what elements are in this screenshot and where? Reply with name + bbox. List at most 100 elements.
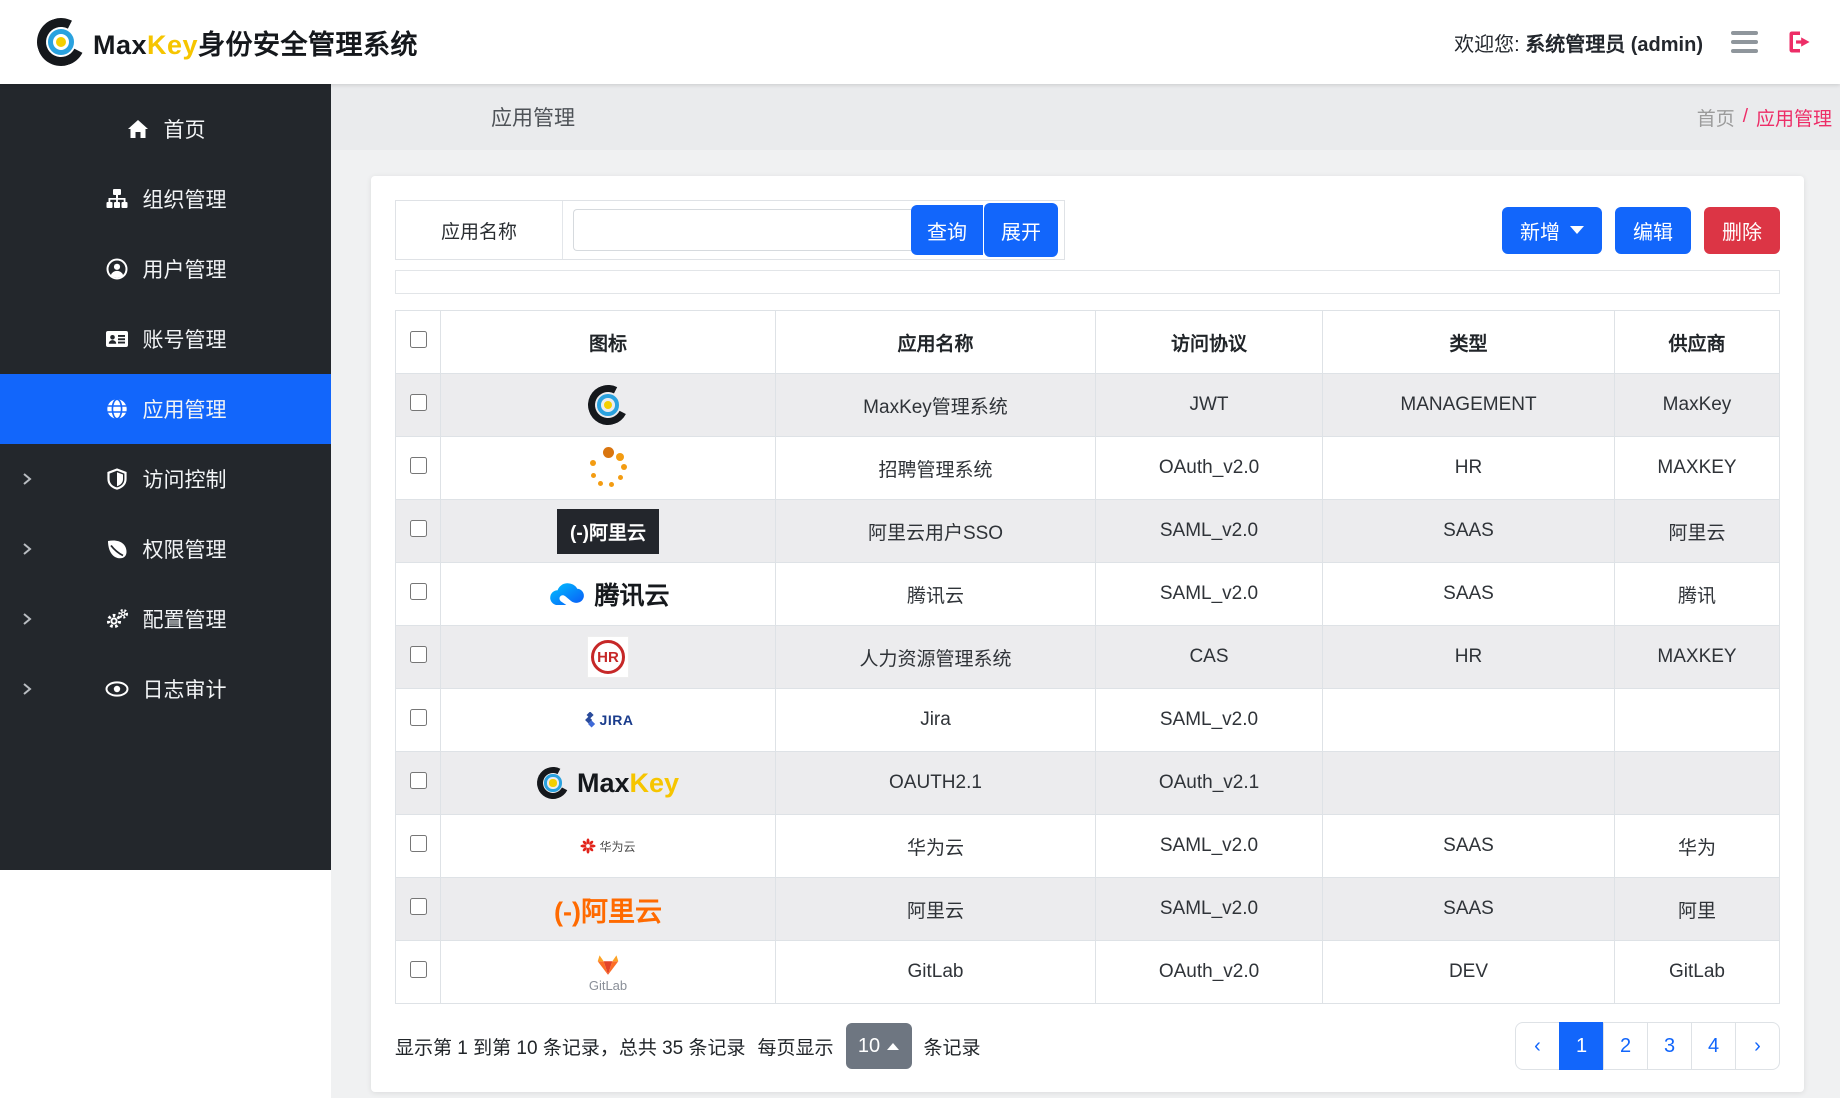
app-vendor: 腾讯: [1614, 562, 1780, 626]
gitlab-logo-text: GitLab: [588, 977, 628, 993]
app-protocol: SAML_v2.0: [1095, 877, 1323, 941]
home-icon: [126, 118, 150, 140]
col-header-icon: 图标: [440, 310, 776, 374]
app-name: 腾讯云: [775, 562, 1096, 626]
table-footer: 显示第 1 到第 10 条记录，总共 35 条记录 每页显示 10 条记录 ‹ …: [395, 1022, 1780, 1070]
select-all-checkbox[interactable]: [409, 330, 427, 348]
app-type: [1322, 688, 1615, 752]
gitlab-logo: GitLab: [589, 952, 627, 993]
table-row[interactable]: 华为云 华为云 SAML_v2.0 SAAS 华为: [395, 814, 1780, 878]
app-name-input[interactable]: [573, 209, 911, 251]
table-row[interactable]: 招聘管理系统 OAuth_v2.0 HR MAXKEY: [395, 436, 1780, 500]
jira-icon: [583, 712, 597, 728]
app-protocol: CAS: [1095, 625, 1323, 689]
sidebar-item-apps[interactable]: 应用管理: [0, 374, 331, 444]
col-header-vendor: 供应商: [1614, 310, 1780, 374]
welcome-user: 系统管理员 (admin): [1525, 33, 1703, 56]
chevron-right-icon: [20, 471, 34, 487]
sidebar-item-audit[interactable]: 日志审计: [0, 654, 331, 724]
delete-button[interactable]: 删除: [1704, 206, 1780, 254]
app-name: 人力资源管理系统: [775, 625, 1096, 689]
sidebar-item-accounts[interactable]: 账号管理: [0, 304, 331, 374]
brand[interactable]: MaxKey身份安全管理系统: [30, 11, 418, 73]
action-buttons: 新增 编辑 删除: [1502, 206, 1780, 254]
row-checkbox[interactable]: [409, 960, 427, 978]
app-protocol: OAuth_v2.0: [1095, 940, 1323, 1004]
table-row[interactable]: (-)阿里云 阿里云 SAML_v2.0 SAAS 阿里: [395, 877, 1780, 941]
gears-icon: [105, 608, 129, 630]
leaf-icon: [105, 538, 129, 560]
row-checkbox[interactable]: [409, 393, 427, 411]
row-checkbox[interactable]: [409, 582, 427, 600]
caret-down-icon: [1570, 226, 1584, 234]
row-checkbox[interactable]: [409, 708, 427, 726]
id-card-icon: [105, 328, 129, 350]
sidebar-item-config[interactable]: 配置管理: [0, 584, 331, 654]
sidebar-item-label: 首页: [163, 119, 206, 142]
table-row[interactable]: MaxKey管理系统 JWT MANAGEMENT MaxKey: [395, 373, 1780, 437]
sitemap-icon: [105, 188, 129, 210]
logout-icon[interactable]: [1786, 28, 1814, 56]
apps-card: 应用名称 查询 展开 新增 编辑 删除 图标: [371, 176, 1804, 1092]
huawei-flower-icon: [580, 838, 597, 854]
table-row[interactable]: MaxKey OAUTH2.1 OAuth_v2.1: [395, 751, 1780, 815]
sidebar-item-permissions[interactable]: 权限管理: [0, 514, 331, 584]
add-button[interactable]: 新增: [1502, 206, 1602, 254]
app-vendor: [1614, 751, 1780, 815]
user-icon: [105, 258, 129, 280]
add-button-label: 新增: [1520, 221, 1560, 244]
col-header-type: 类型: [1322, 310, 1615, 374]
menu-toggle-icon[interactable]: [1731, 31, 1758, 53]
content-area: 应用名称 查询 展开 新增 编辑 删除 图标: [331, 150, 1840, 1098]
query-button[interactable]: 查询: [911, 205, 983, 255]
expand-button[interactable]: 展开: [984, 203, 1058, 257]
app-type: SAAS: [1322, 877, 1615, 941]
app-protocol: SAML_v2.0: [1095, 562, 1323, 626]
sidebar-item-home[interactable]: 首页: [0, 94, 331, 164]
aliyun-dark-logo: (-)阿里云: [557, 508, 659, 554]
app-type: SAAS: [1322, 814, 1615, 878]
app-name: Jira: [775, 688, 1096, 752]
table-row[interactable]: JIRA Jira SAML_v2.0: [395, 688, 1780, 752]
sidebar-item-access-control[interactable]: 访问控制: [0, 444, 331, 514]
page-size-select[interactable]: 10: [845, 1023, 912, 1069]
brand-max: Max: [93, 29, 148, 60]
page-button-1[interactable]: 1: [1559, 1022, 1604, 1070]
table-row[interactable]: (-)阿里云 阿里云用户SSO SAML_v2.0 SAAS 阿里云: [395, 499, 1780, 563]
row-checkbox[interactable]: [409, 897, 427, 915]
sidebar-item-label: 应用管理: [142, 399, 227, 422]
prev-page-button[interactable]: ‹: [1515, 1022, 1560, 1070]
app-type: HR: [1322, 436, 1615, 500]
table-row[interactable]: GitLab GitLab OAuth_v2.0 DEV GitLab: [395, 940, 1780, 1004]
row-checkbox[interactable]: [409, 456, 427, 474]
page-button-2[interactable]: 2: [1603, 1022, 1648, 1070]
page-button-4[interactable]: 4: [1691, 1022, 1736, 1070]
table-row[interactable]: HR 人力资源管理系统 CAS HR MAXKEY: [395, 625, 1780, 689]
maxkey-full-logo-text: MaxKey: [576, 767, 680, 798]
header-checkbox-cell: [395, 310, 441, 374]
per-page-suffix: 条记录: [923, 1037, 981, 1059]
page-button-3[interactable]: 3: [1647, 1022, 1692, 1070]
row-checkbox[interactable]: [409, 519, 427, 537]
sidebar-item-org[interactable]: 组织管理: [0, 164, 331, 234]
app-protocol: JWT: [1095, 373, 1323, 437]
app-name: MaxKey管理系统: [775, 373, 1096, 437]
col-header-name: 应用名称: [775, 310, 1096, 374]
eye-icon: [105, 678, 129, 700]
table-row[interactable]: 腾讯云 腾讯云 SAML_v2.0 SAAS 腾讯: [395, 562, 1780, 626]
app-type: SAAS: [1322, 499, 1615, 563]
brand-title: MaxKey身份安全管理系统: [93, 23, 418, 62]
row-checkbox[interactable]: [409, 834, 427, 852]
sidebar-item-users[interactable]: 用户管理: [0, 234, 331, 304]
per-page-prefix: 每页显示: [757, 1037, 834, 1059]
breadcrumb-home[interactable]: 首页: [1696, 108, 1735, 130]
aliyun-orange-logo: (-)阿里云: [554, 896, 662, 927]
next-page-button[interactable]: ›: [1735, 1022, 1780, 1070]
app-vendor: MaxKey: [1614, 373, 1780, 437]
filter-box: 应用名称 查询 展开: [395, 200, 1065, 260]
row-checkbox[interactable]: [409, 645, 427, 663]
edit-button[interactable]: 编辑: [1615, 206, 1691, 254]
app-vendor: [1614, 688, 1780, 752]
row-checkbox[interactable]: [409, 771, 427, 789]
records-summary: 显示第 1 到第 10 条记录，总共 35 条记录: [395, 1037, 746, 1059]
